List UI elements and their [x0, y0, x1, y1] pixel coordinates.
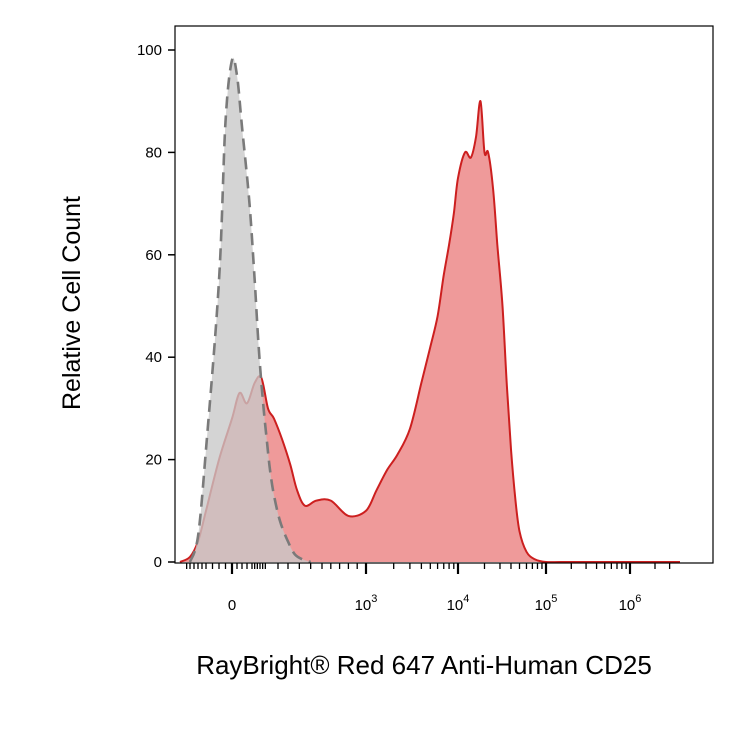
y-tick-label: 60	[145, 247, 162, 264]
x-tick-label: 104	[447, 593, 470, 614]
series-1-area	[190, 57, 311, 562]
series-1-line	[188, 56, 312, 564]
x-tick-base: 10	[447, 597, 464, 614]
x-tick-base: 0	[228, 597, 236, 614]
x-tick-label: 105	[535, 593, 558, 614]
x-tick-label: 103	[355, 593, 378, 614]
y-tick-label: 20	[145, 452, 162, 469]
x-axis: 0 103 104 105 106	[186, 563, 671, 614]
y-tick-label: 100	[137, 42, 162, 59]
x-tick-exponent: 5	[551, 593, 557, 605]
y-tick-label: 80	[145, 144, 162, 161]
x-tick-base: 10	[619, 597, 636, 614]
x-tick-exponent: 3	[371, 593, 377, 605]
x-axis-label: RayBright® Red 647 Anti-Human CD25	[196, 650, 652, 680]
x-tick-base: 10	[355, 597, 372, 614]
plot-area	[179, 56, 680, 564]
y-axis: 0 20 40 60 80 100	[137, 42, 175, 571]
y-axis-label: Relative Cell Count	[58, 196, 86, 410]
y-tick-label: 0	[154, 554, 162, 571]
x-tick-label: 106	[619, 593, 642, 614]
x-tick-label: 0	[228, 597, 236, 614]
x-tick-base: 10	[535, 597, 552, 614]
x-tick-exponent: 4	[463, 593, 469, 605]
y-tick-label: 40	[145, 349, 162, 366]
x-tick-exponent: 6	[635, 593, 641, 605]
